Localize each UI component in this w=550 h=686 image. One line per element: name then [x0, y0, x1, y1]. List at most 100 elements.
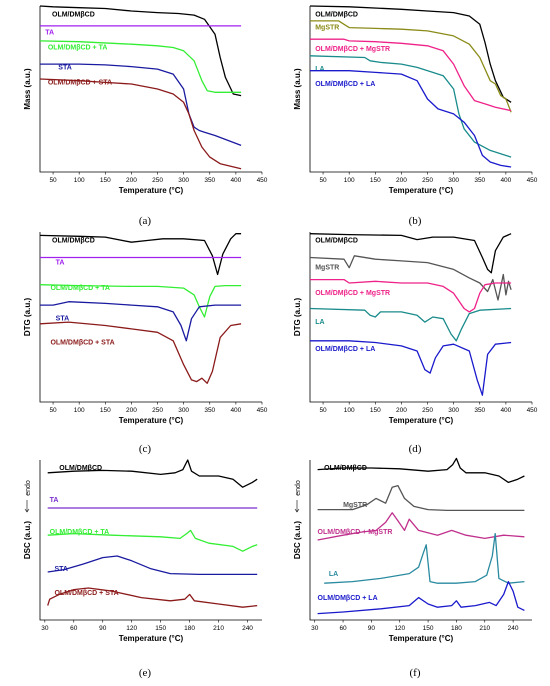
- x-axis-label: Temperature (°C): [119, 634, 184, 643]
- series-line: [309, 255, 512, 301]
- series-line: [317, 457, 525, 484]
- series-line: [39, 284, 242, 318]
- series-label: STA: [56, 316, 69, 323]
- y-axis-label: DSC (a.u.): [293, 521, 302, 560]
- x-tick-label: 90: [368, 625, 376, 632]
- axis-frame: [309, 460, 532, 621]
- x-axis-label: Temperature (°C): [119, 186, 184, 195]
- series-line: [310, 340, 512, 396]
- endo-label: endo: [295, 480, 302, 496]
- x-axis-label: Temperature (°C): [389, 634, 454, 643]
- y-axis-label: DTG (a.u.): [23, 298, 32, 337]
- x-tick-label: 100: [344, 407, 355, 414]
- x-tick-label: 30: [311, 625, 319, 632]
- x-tick-label: 90: [99, 625, 107, 632]
- x-tick-label: 50: [319, 177, 327, 184]
- x-tick-label: 200: [396, 407, 407, 414]
- x-tick-label: 450: [257, 177, 268, 184]
- x-tick-label: 250: [152, 407, 163, 414]
- series-line: [309, 5, 512, 103]
- series-label: STA: [58, 64, 71, 71]
- panel-caption: (c): [139, 443, 152, 455]
- series-label: MgSTR: [315, 25, 339, 32]
- endo-label: endo: [25, 480, 32, 496]
- x-tick-label: 350: [204, 407, 215, 414]
- x-tick-label: 300: [178, 177, 189, 184]
- x-axis-label: Temperature (°C): [119, 416, 184, 425]
- series-line: [317, 580, 525, 615]
- y-axis-label: DSC (a.u.): [23, 521, 32, 560]
- series-label: OLM/DMβCD + MgSTR: [318, 529, 393, 536]
- series-line: [40, 301, 242, 342]
- series-label: OLM/DMβCD: [52, 11, 95, 18]
- series-line: [309, 233, 512, 274]
- series-line: [310, 70, 512, 168]
- series-label: OLM/DMβCD + MgSTR: [315, 290, 390, 297]
- x-axis-label: Temperature (°C): [389, 416, 454, 425]
- x-tick-label: 400: [230, 407, 241, 414]
- x-axis-label: Temperature (°C): [389, 186, 454, 195]
- series-label: OLM/DMβCD: [59, 465, 102, 472]
- series-label: OLM/DMβCD + LA: [318, 595, 378, 602]
- y-axis-label: DTG (a.u.): [293, 298, 302, 337]
- x-tick-label: 400: [500, 177, 511, 184]
- x-tick-label: 200: [126, 177, 137, 184]
- series-line: [310, 38, 512, 112]
- series-line: [47, 459, 258, 488]
- series-label: OLM/DMβCD: [315, 237, 358, 244]
- endo-arrow-icon: [24, 500, 30, 513]
- panel-caption: (e): [139, 667, 152, 679]
- y-axis-label: Mass (a.u.): [293, 68, 302, 110]
- x-tick-label: 200: [126, 407, 137, 414]
- chart-panel-3: 50 100 150 200 250 300 350 400 450 Temperature (°…: [23, 232, 268, 455]
- x-tick-label: 50: [49, 407, 57, 414]
- chart-panel-6: 30 60 90 120 150 180 210 240 Temperature (°C) DSC…: [293, 457, 532, 679]
- series-line: [47, 529, 258, 552]
- axis-frame: [39, 6, 262, 173]
- x-tick-label: 200: [396, 177, 407, 184]
- series-label: MgSTR: [315, 265, 339, 272]
- x-tick-label: 150: [370, 177, 381, 184]
- series-line: [39, 5, 242, 97]
- series-label: OLM/DMβCD + STA: [54, 590, 118, 597]
- series-line: [317, 484, 525, 512]
- axis-frame: [309, 232, 532, 403]
- x-tick-label: 100: [74, 407, 85, 414]
- axis-frame: [39, 232, 262, 403]
- x-tick-label: 400: [500, 407, 511, 414]
- series-line: [310, 20, 512, 113]
- x-tick-label: 30: [41, 625, 49, 632]
- x-tick-label: 300: [178, 407, 189, 414]
- x-tick-label: 60: [70, 625, 78, 632]
- x-tick-label: 180: [451, 625, 462, 632]
- series-label: OLM/DMβCD + TA: [50, 529, 110, 536]
- series-label: OLM/DMβCD + TA: [48, 45, 108, 52]
- series-label: OLM/DMβCD + STA: [48, 79, 112, 86]
- panel-caption: (f): [410, 667, 421, 679]
- series-line: [39, 321, 242, 384]
- endo-arrow-icon: [294, 500, 300, 513]
- x-tick-label: 100: [74, 177, 85, 184]
- series-label: OLM/DMβCD + TA: [50, 285, 110, 292]
- series-label: OLM/DMβCD + LA: [315, 81, 375, 88]
- series-label: OLM/DMβCD + LA: [315, 346, 375, 353]
- series-line: [39, 233, 242, 276]
- series-label: LA: [315, 66, 324, 73]
- series-label: OLM/DMβCD + MgSTR: [315, 46, 390, 53]
- chart-panel-2: 50 100 150 200 250 300 350 400 450 Temperature (°…: [293, 5, 538, 227]
- x-tick-label: 240: [242, 625, 253, 632]
- x-tick-label: 450: [527, 177, 538, 184]
- x-tick-label: 60: [339, 625, 347, 632]
- series-line: [324, 532, 525, 584]
- series-line: [309, 307, 512, 342]
- x-tick-label: 400: [230, 177, 241, 184]
- x-tick-label: 120: [394, 625, 405, 632]
- series-line: [39, 78, 242, 170]
- x-tick-label: 350: [474, 407, 485, 414]
- panel-caption: (d): [409, 443, 422, 455]
- series-line: [47, 587, 258, 608]
- series-label: OLM/DMβCD: [324, 465, 367, 472]
- x-tick-label: 300: [448, 407, 459, 414]
- series-line: [40, 63, 242, 147]
